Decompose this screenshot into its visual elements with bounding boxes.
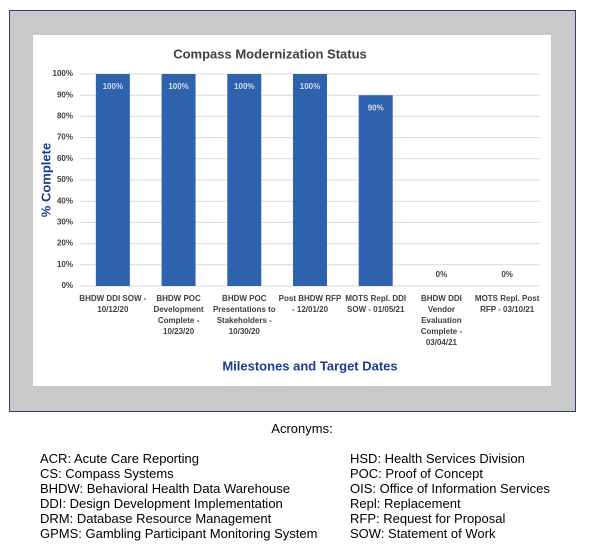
acronym: GPMS: Gambling Participant Monitoring Sy… [40, 526, 318, 541]
x-axis-title: Milestones and Target Dates [222, 358, 397, 373]
bar [227, 74, 262, 286]
data-label: 90% [368, 103, 384, 112]
x-tick-label: Post BHDW RFP [279, 294, 342, 303]
data-label: 100% [168, 82, 188, 91]
x-tick-label: 10/12/20 [97, 305, 129, 314]
acronym: POC: Proof of Concept [350, 466, 483, 481]
bar [358, 95, 393, 286]
x-tick-label: 10/30/20 [229, 327, 261, 336]
acronym: SOW: Statement of Work [350, 526, 496, 541]
x-tick-label: Stakeholders - [217, 316, 272, 325]
acronym: RFP: Request for Proposal [350, 511, 506, 526]
y-tick-label: 60% [57, 154, 73, 163]
x-tick-label: 10/23/20 [163, 327, 195, 336]
x-tick-label: BHDW DDI [421, 294, 462, 303]
y-tick-label: 50% [57, 175, 73, 184]
data-label: 0% [501, 270, 513, 279]
acronym: CS: Compass Systems [40, 466, 174, 481]
y-axis-title: % Complete [38, 143, 53, 217]
acronym: OIS: Office of Information Services [350, 481, 550, 496]
acronym: DDI: Design Development Implementation [40, 496, 283, 511]
bar [95, 74, 130, 286]
y-tick-label: 0% [61, 281, 73, 290]
x-tick-label: Development [153, 305, 204, 314]
acronym: ACR: Acute Care Reporting [40, 451, 199, 466]
chart: Compass Modernization Status % Complete … [9, 10, 576, 412]
x-tick-label: BHDW DDI SOW - [79, 294, 146, 303]
y-tick-label: 30% [57, 218, 73, 227]
x-tick-label: SOW - 01/05/21 [347, 305, 405, 314]
x-tick-label: Presentations to [213, 305, 276, 314]
y-tick-label: 90% [57, 90, 73, 99]
acronyms-right: HSD: Health Services Division POC: Proof … [350, 451, 550, 541]
acronym: BHDW: Behavioral Health Data Warehouse [40, 481, 291, 496]
data-label: 0% [436, 270, 448, 279]
x-tick-label: BHDW POC [156, 294, 201, 303]
y-tick-label: 20% [57, 239, 73, 248]
y-tick-label: 70% [57, 133, 73, 142]
x-tick-label: - 12/01/20 [292, 305, 329, 314]
x-tick-label: Complete - [421, 327, 463, 336]
data-label: 100% [300, 82, 320, 91]
bar [161, 74, 196, 286]
acronym: DRM: Database Resource Management [40, 511, 272, 526]
y-tick-label: 100% [53, 69, 73, 78]
acronyms-title: Acronyms: [271, 421, 333, 436]
x-tick-label: RFP - 03/10/21 [480, 305, 535, 314]
x-tick-label: Vendor [428, 305, 455, 314]
acronym: Repl: Replacement [350, 496, 461, 511]
chart-title: Compass Modernization Status [173, 46, 367, 61]
x-tick-label: BHDW POC [222, 294, 267, 303]
x-tick-label: Complete - [158, 316, 200, 325]
x-tick-label: MOTS Repl. DDI [345, 294, 406, 303]
bar [293, 74, 327, 286]
x-tick-label: Evaluation [421, 316, 462, 325]
y-tick-label: 40% [57, 196, 73, 205]
data-label: 100% [103, 82, 123, 91]
acronym: HSD: Health Services Division [350, 451, 525, 466]
y-tick-label: 10% [57, 260, 73, 269]
data-label: 100% [234, 82, 254, 91]
acronyms-left: ACR: Acute Care Reporting CS: Compass Sys… [40, 451, 317, 541]
y-tick-label: 80% [57, 112, 73, 121]
x-tick-label: MOTS Repl. Post [475, 294, 540, 303]
x-tick-label: 03/04/21 [426, 338, 458, 347]
